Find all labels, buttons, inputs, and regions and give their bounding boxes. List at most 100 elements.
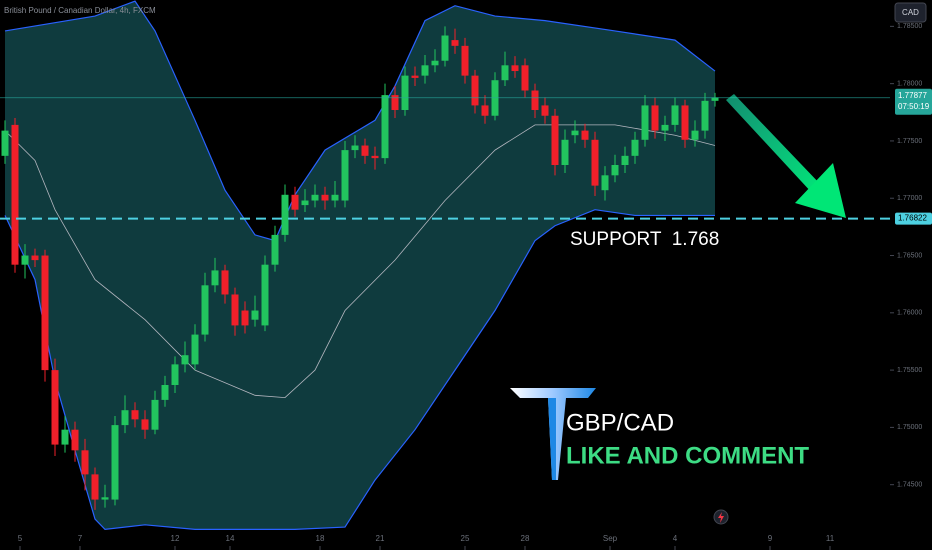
candle-body <box>131 410 139 420</box>
candle-body <box>581 130 589 140</box>
countdown-label: 07:50:19 <box>898 102 930 111</box>
candle-body <box>251 310 259 320</box>
y-tick-label: 1.75000 <box>897 424 922 431</box>
candle-body <box>671 105 679 125</box>
candle-body <box>61 429 69 445</box>
y-tick-label: 1.77500 <box>897 138 922 145</box>
x-tick-label: 14 <box>226 534 235 543</box>
band-fill <box>5 1 715 530</box>
candle-body <box>531 90 539 110</box>
y-tick-label: 1.78500 <box>897 23 922 30</box>
axes: 1.74500 1.75000 1.75500 1.76000 1.76500 1.770… <box>18 23 922 550</box>
x-tick-label: 25 <box>461 534 470 543</box>
candle-body <box>431 60 439 66</box>
support-box <box>895 212 932 225</box>
logo-stem <box>548 398 556 480</box>
candle-body <box>621 155 629 165</box>
chart-title: British Pound / Canadian Dollar, 4h, FXC… <box>4 6 156 15</box>
candle-body <box>691 130 699 140</box>
y-tick-label: 1.78000 <box>897 80 922 87</box>
currency-button[interactable] <box>894 2 927 23</box>
candle-body <box>381 95 389 159</box>
brand-pair: GBP/CAD <box>566 409 674 436</box>
x-tick-label: 11 <box>826 534 835 543</box>
y-tick-label: 1.76000 <box>897 310 922 317</box>
candle-body <box>91 474 99 500</box>
price-lines: 1.77877 07:50:19 1.76822 <box>0 88 932 225</box>
candle-body <box>411 75 419 78</box>
x-tick-label: 5 <box>18 534 23 543</box>
candle-body <box>461 45 469 76</box>
candle-body <box>441 35 449 61</box>
candle-body <box>631 139 639 156</box>
candle-body <box>571 130 579 136</box>
support-annotation: SUPPORT 1.768 <box>570 229 719 250</box>
candle-body <box>541 105 549 116</box>
candle-body <box>111 425 119 500</box>
x-tick-label: 7 <box>78 534 83 543</box>
candle-body <box>681 105 689 140</box>
candle-body <box>161 385 169 400</box>
y-tick-label: 1.77000 <box>897 195 922 202</box>
candle-body <box>331 194 339 201</box>
x-tick-label: 4 <box>673 534 678 543</box>
candle-body <box>191 334 199 365</box>
candle-body <box>231 294 239 326</box>
last-price-label: 1.77877 <box>898 91 927 100</box>
candle-body <box>81 450 89 475</box>
band-basis <box>4 124 716 399</box>
candle-body <box>301 200 309 206</box>
candle-body <box>141 419 149 430</box>
x-tick-label: 28 <box>521 534 530 543</box>
candle-body <box>241 310 249 326</box>
arrow-shaft <box>726 94 822 194</box>
candle-body <box>651 105 659 131</box>
candle-body <box>711 97 719 101</box>
candle-body <box>281 194 289 235</box>
candle-body <box>321 194 329 201</box>
candle-body <box>511 65 519 72</box>
x-tick-label: 18 <box>316 534 325 543</box>
candle-body <box>51 370 59 445</box>
candle-body <box>41 255 49 371</box>
candle-body <box>361 145 369 156</box>
candle-body <box>701 100 709 131</box>
candle-body <box>601 175 609 191</box>
y-tick-label: 1.75500 <box>897 367 922 374</box>
candle-body <box>291 194 299 210</box>
last-price-box <box>895 88 932 115</box>
currency-label: CAD <box>902 8 919 17</box>
x-tick-label: 12 <box>171 534 180 543</box>
x-tick-label: Sep <box>603 534 618 543</box>
candle-body <box>611 165 619 176</box>
candle-body <box>221 270 229 295</box>
candle-body <box>181 355 189 365</box>
x-tick-label: 21 <box>376 534 385 543</box>
candle-body <box>641 105 649 140</box>
candle-body <box>371 155 379 159</box>
y-tick-label: 1.76500 <box>897 252 922 259</box>
candle-body <box>561 139 569 165</box>
candle-body <box>1 130 9 156</box>
candle-body <box>401 75 409 110</box>
candle-body <box>31 255 39 261</box>
candle-body <box>311 194 319 201</box>
candle-body <box>151 399 159 430</box>
candle-body <box>421 65 429 76</box>
candle-body <box>201 285 209 335</box>
candle-body <box>591 139 599 186</box>
candle-body <box>341 150 349 201</box>
bollinger-bands <box>4 0 716 531</box>
candle-body <box>551 115 559 165</box>
candles <box>1 26 719 510</box>
band-upper <box>4 0 716 242</box>
candle-body <box>121 410 129 426</box>
x-tick-label: 9 <box>768 534 773 543</box>
candle-body <box>501 65 509 81</box>
arrow-head <box>795 163 846 218</box>
band-lower <box>4 209 715 531</box>
candle-body <box>171 364 179 385</box>
candle-body <box>481 105 489 116</box>
candle-body <box>471 75 479 106</box>
candle-body <box>261 264 269 326</box>
